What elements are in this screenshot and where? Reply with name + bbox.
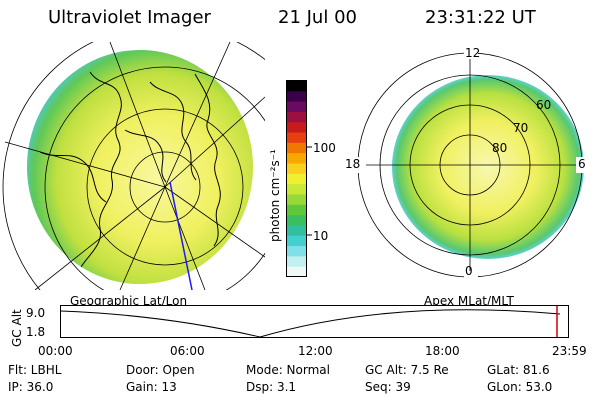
colorbar-tick-10: 10 [313,229,329,243]
mlat-label-60: 60 [536,98,552,112]
colorbar-segment [287,215,306,226]
coastlines [39,71,221,273]
colorbar-tick-100: 100 [313,141,336,155]
auroral-oval [392,75,584,259]
glon-field: GLon: 53.0 [487,380,553,394]
colorbar-segment [287,173,306,185]
emission-disk [27,50,253,284]
lat-lon-grid [2,42,265,290]
colorbar-segment [287,132,306,144]
gain-field: Gain: 13 [126,380,177,394]
colorbar-segment [287,184,306,195]
mode-field: Mode: Normal [246,363,330,377]
colorbar-segment [287,235,306,247]
alt-xtick-2359: 23:59 [552,344,587,358]
altitude-curve [60,309,561,338]
colorbar-segment [287,111,306,123]
mlt-label-6: 6 [578,157,586,171]
altitude-plot [60,305,569,338]
alt-xtick-1200: 12:00 [298,344,333,358]
colorbar-segment [287,204,306,216]
alt-xtick-0600: 06:00 [170,344,205,358]
colorbar-segment [287,194,306,206]
alt-xtick-1800: 18:00 [425,344,460,358]
colorbar-segment [287,256,306,268]
ip-field: IP: 36.0 [8,380,54,394]
apex-caption: Apex MLat/MLT [424,294,514,308]
dsp-field: Dsp: 3.1 [246,380,297,394]
colorbar-segment [287,163,306,175]
colorbar-segment [287,122,306,134]
geographic-map [2,42,265,290]
polar-mlat-mlt-map [342,45,596,285]
color-scale-bar [286,80,312,278]
colorbar-segment [287,142,306,154]
colorbar-segment [287,246,306,257]
alt-xtick-0000: 00:00 [38,344,73,358]
colorbar-segment [287,81,306,92]
geographic-caption: Geographic Lat/Lon [70,294,188,308]
mlt-label-18: 18 [345,157,361,171]
colorbar-unit-label: photon cm⁻²s⁻¹ [268,149,282,242]
mlat-label-70: 70 [513,121,529,135]
alt-ytick-9: 9.0 [26,306,46,320]
mlt-label-0: 0 [465,264,473,278]
glat-field: GLat: 81.6 [487,363,550,377]
colorbar-segment [287,225,306,237]
date-label: 21 Jul 00 [278,7,357,28]
mlt-label-12: 12 [465,46,481,60]
colorbar-segment [287,91,306,103]
time-label: 23:31:22 UT [425,7,536,28]
alt-ylabel: GC Alt [10,309,24,347]
seq-field: Seq: 39 [365,380,411,394]
door-field: Door: Open [126,363,195,377]
gc-alt-field: GC Alt: 7.5 Re [365,363,449,377]
colorbar-segment [287,266,306,278]
alt-ytick-1-8: 1.8 [26,325,46,339]
colorbar-segment [287,101,306,113]
mlat-label-80: 80 [492,141,508,155]
filter-field: Flt: LBHL [8,363,62,377]
mlat-grid [357,52,583,278]
colorbar-segment [287,153,306,165]
app-title: Ultraviolet Imager [48,7,211,28]
